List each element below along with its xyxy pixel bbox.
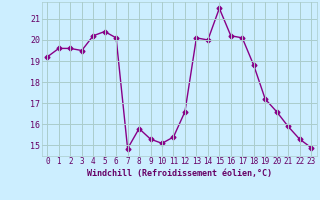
X-axis label: Windchill (Refroidissement éolien,°C): Windchill (Refroidissement éolien,°C) [87, 169, 272, 178]
